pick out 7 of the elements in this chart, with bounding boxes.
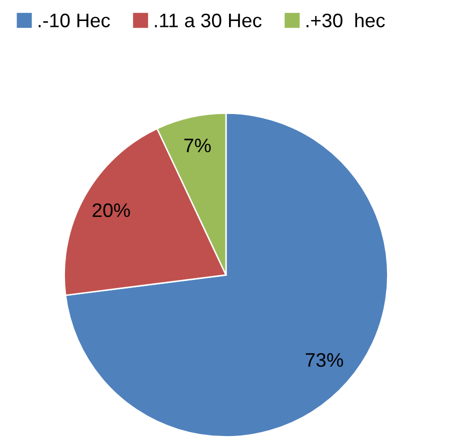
data-label: 73% (306, 353, 344, 367)
pie-slice (64, 112, 388, 438)
data-label: 20% (92, 203, 130, 218)
legend-label: .11 a 30 Hec (154, 14, 262, 28)
legend-label: .+30 hec (306, 13, 385, 28)
legend-label: .-10 Hec (38, 14, 110, 28)
data-label: 7% (184, 138, 211, 152)
